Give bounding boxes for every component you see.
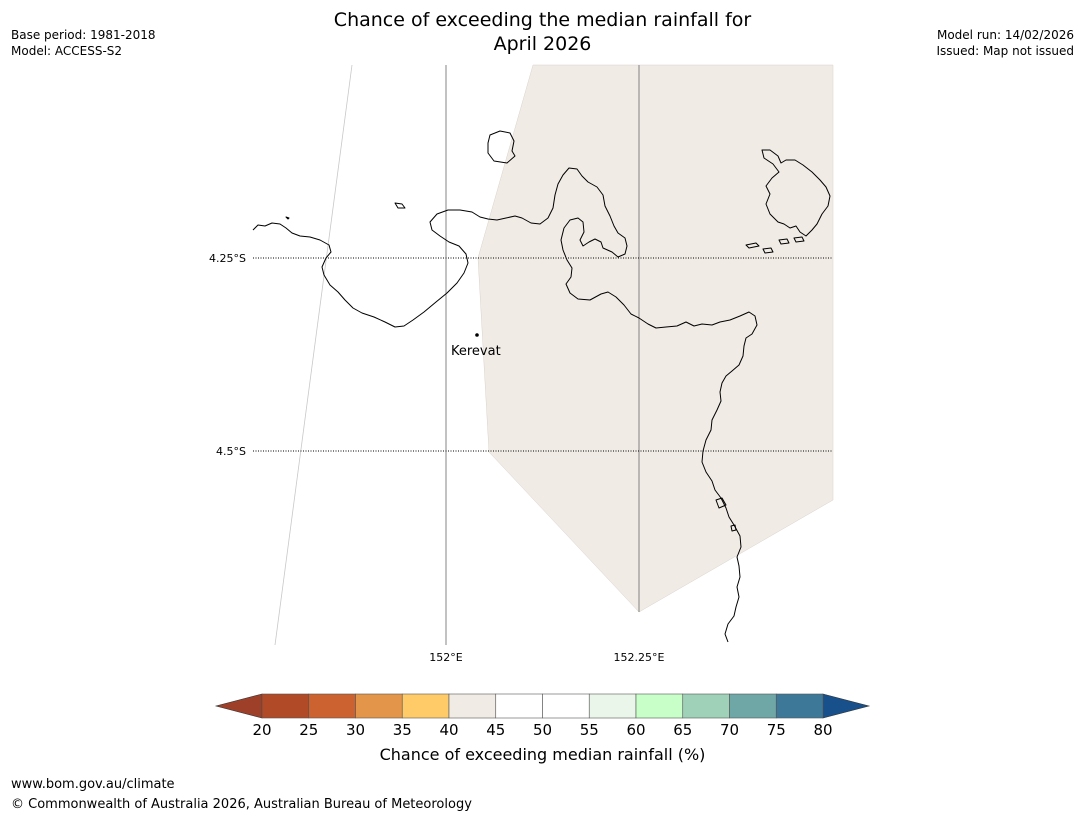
kerevat-label: Kerevat (451, 344, 501, 359)
colorbar-cell (308, 693, 356, 719)
projection-boundary (274, 64, 353, 646)
islands-northeast (761, 149, 831, 237)
map-title: Chance of exceeding the median rainfall … (0, 8, 1085, 56)
lat-label-4-25s: 4.25°S (209, 252, 246, 265)
colorbar-tick-label: 60 (626, 721, 645, 739)
shaded-forecast-region (477, 64, 834, 613)
colorbar-cell (355, 693, 403, 719)
colorbar-cell (495, 693, 543, 719)
colorbar-tick-label: 35 (393, 721, 412, 739)
islet-ne-6 (730, 524, 737, 532)
island-west-tiny (394, 202, 406, 209)
colorbar-tick-label: 20 (252, 721, 271, 739)
model-text: Model: ACCESS-S2 (11, 44, 123, 58)
colorbar-tick-label: 25 (299, 721, 318, 739)
website-link[interactable]: www.bom.gov.au/climate (11, 777, 175, 792)
colorbar-cell (682, 693, 730, 719)
lon-label-152-25e: 152.25°E (614, 651, 665, 664)
colorbar-high-extension (822, 693, 871, 719)
title-line-1: Chance of exceeding the median rainfall … (333, 9, 752, 31)
model-run-info: Model run: 14/02/2026 Issued: Map not is… (936, 27, 1074, 59)
kerevat-marker (475, 333, 479, 337)
islet-ne-5 (715, 497, 727, 509)
colorbar-tick-label: 55 (580, 721, 599, 739)
colorbar-cell (635, 693, 684, 719)
islet-ne-4 (793, 236, 805, 243)
model-run-text: Model run: 14/02/2026 (936, 28, 1074, 42)
colorbar-cell (261, 693, 310, 719)
colorbar-tick-label: 80 (813, 721, 832, 739)
islet-west-dot (285, 216, 290, 220)
islet-ne-2 (762, 247, 774, 254)
colorbar-cell (448, 693, 497, 719)
footer: www.bom.gov.au/climate © Commonwealth of… (11, 775, 472, 815)
colorbar-cell (729, 693, 777, 719)
colorbar-tick-label: 75 (767, 721, 786, 739)
colorbar-cell (401, 693, 450, 719)
colorbar-title: Chance of exceeding median rainfall (%) (379, 745, 706, 764)
colorbar-tick-label: 50 (533, 721, 552, 739)
colorbar-tick-label: 45 (486, 721, 505, 739)
islet-ne-3 (778, 238, 790, 245)
issued-text: Issued: Map not issued (936, 44, 1074, 58)
coastline-west-peninsula (252, 167, 758, 643)
colorbar: 20 25 30 35 40 45 50 55 60 65 70 75 80 (214, 693, 871, 739)
colorbar-tick-label: 70 (720, 721, 739, 739)
lat-label-4-5s: 4.5°S (216, 445, 246, 458)
colorbar-tick-label: 40 (439, 721, 458, 739)
colorbar-tick-label: 30 (346, 721, 365, 739)
colorbar-cell (588, 693, 637, 719)
lon-label-152e: 152°E (429, 651, 462, 664)
coastlines (252, 130, 831, 643)
island-north-small (487, 130, 516, 164)
base-period-info: Base period: 1981-2018 Model: ACCESS-S2 (11, 27, 156, 59)
copyright-text: © Commonwealth of Australia 2026, Austra… (11, 797, 472, 812)
colorbar-tick-label: 65 (673, 721, 692, 739)
islet-ne-1 (745, 242, 760, 249)
colorbar-low-extension (214, 693, 263, 719)
title-line-2: April 2026 (493, 33, 592, 55)
colorbar-cell (775, 693, 824, 719)
base-period-text: Base period: 1981-2018 (11, 28, 156, 42)
colorbar-cell (542, 693, 590, 719)
